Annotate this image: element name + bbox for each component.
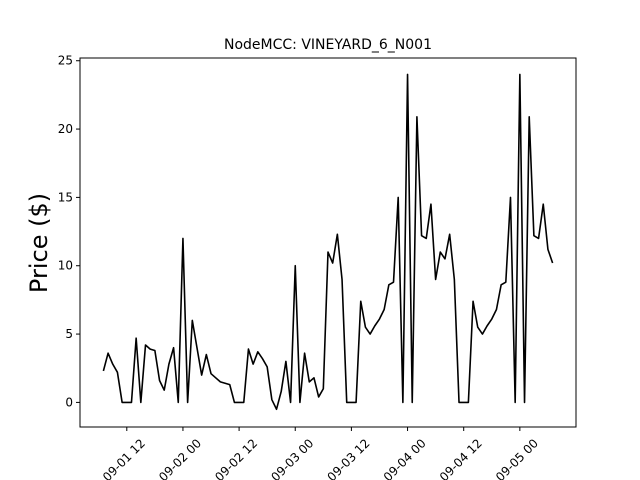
y-axis-label: Price ($) xyxy=(25,193,53,293)
chart-title: NodeMCC: VINEYARD_6_N001 xyxy=(224,37,432,53)
y-tick-label: 20 xyxy=(58,122,73,136)
y-tick-label: 5 xyxy=(65,327,73,341)
y-tick-label: 0 xyxy=(65,395,73,409)
y-tick-label: 25 xyxy=(58,54,73,68)
y-tick-label: 10 xyxy=(58,259,73,273)
y-tick-label: 15 xyxy=(58,190,73,204)
axes-frame xyxy=(79,57,577,428)
line-series xyxy=(102,73,554,411)
